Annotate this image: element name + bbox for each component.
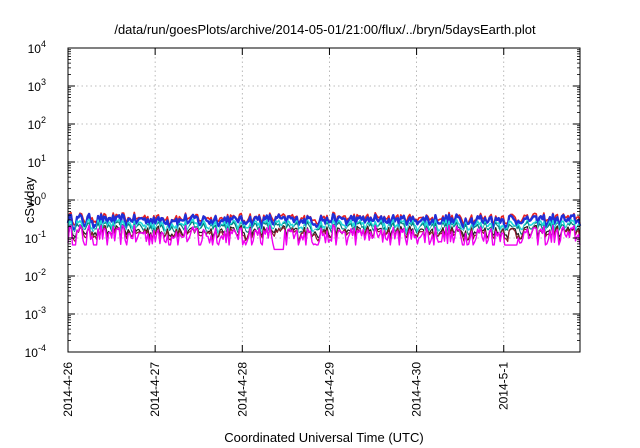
y-tick-exponent: -2 xyxy=(38,267,46,277)
y-tick-exponent: 3 xyxy=(41,77,46,87)
y-tick-label: 103 xyxy=(28,77,46,94)
y-tick-exponent: 1 xyxy=(41,153,46,163)
y-tick-label: 10-2 xyxy=(25,267,46,284)
x-tick-label: 2014-4-26 xyxy=(61,362,75,417)
y-tick-exponent: -4 xyxy=(38,343,46,353)
x-tick-label: 2014-4-30 xyxy=(410,362,424,417)
grid xyxy=(68,48,580,352)
y-tick-exponent: -3 xyxy=(38,305,46,315)
y-tick-label: 104 xyxy=(28,39,46,56)
y-tick-label: 10-1 xyxy=(25,229,46,246)
x-axis-label: Coordinated Universal Time (UTC) xyxy=(224,430,423,445)
y-tick-label: 102 xyxy=(28,115,46,132)
y-axis-label: cSv/day xyxy=(22,176,37,223)
y-tick-exponent: 2 xyxy=(41,115,46,125)
y-tick-exponent: -1 xyxy=(38,229,46,239)
y-tick-exponent: 4 xyxy=(41,39,46,49)
y-tick-exponent: 0 xyxy=(41,191,46,201)
y-tick-label: 10-4 xyxy=(25,343,46,360)
series-line xyxy=(67,224,581,251)
chart-title: /data/run/goesPlots/archive/2014-05-01/2… xyxy=(114,22,536,37)
y-tick-label: 101 xyxy=(28,153,46,170)
x-tick-label: 2014-5-1 xyxy=(497,362,511,410)
y-tick-label: 10-3 xyxy=(25,305,46,322)
x-tick-label: 2014-4-29 xyxy=(322,362,336,417)
x-tick-label: 2014-4-27 xyxy=(148,362,162,417)
x-axis: 2014-4-26 2014-4-27 2014-4-28 2014-4-29 2014… xyxy=(61,48,511,417)
series-group xyxy=(66,211,582,251)
x-tick-label: 2014-4-28 xyxy=(235,362,249,417)
